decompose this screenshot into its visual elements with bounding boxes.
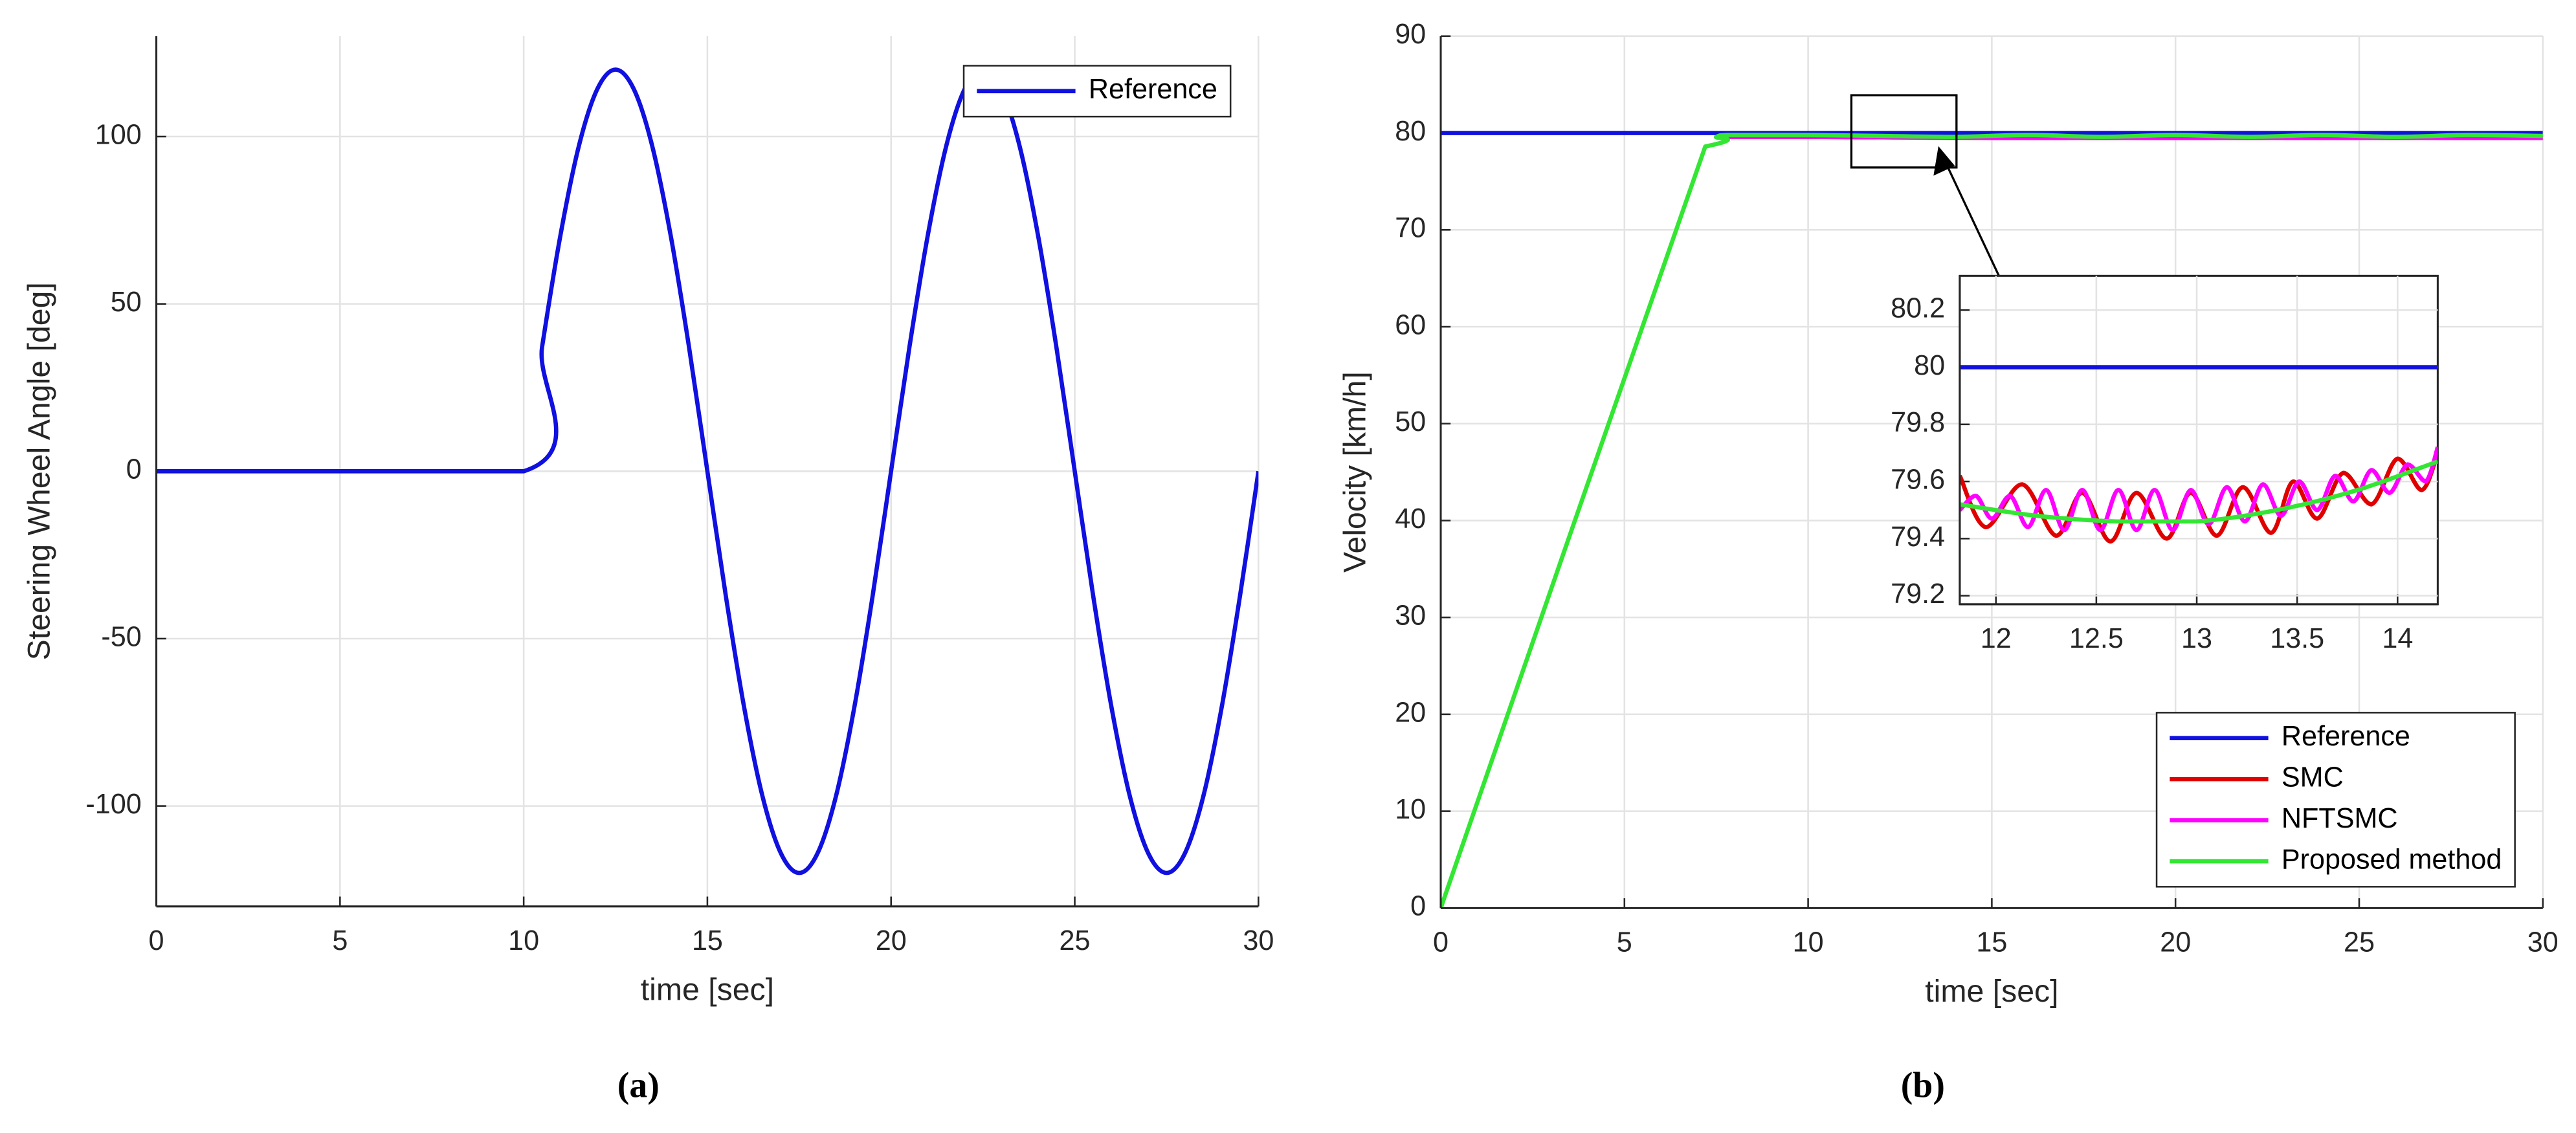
x-axis-label: time [sec] [1925, 974, 2058, 1009]
y-axis-label: Steering Wheel Angle [deg] [22, 282, 57, 660]
series-line [1959, 459, 2438, 524]
legend: Reference [962, 65, 1232, 118]
x-tick-label: 0 [1433, 927, 1449, 958]
x-tick-label: 13 [2181, 623, 2212, 654]
chart: 0 5 10 15 20 25 30 -100 -50 0 50 100 time [sec] Steer… [22, 36, 1274, 1105]
x-tick-label: 15 [692, 925, 723, 956]
series-line [1959, 452, 2438, 544]
y-tick-label: 60 [1395, 309, 1426, 340]
x-tick-label: 25 [1060, 925, 1091, 956]
zoom-box [1850, 94, 1958, 169]
x-tick-label: 30 [1243, 925, 1274, 956]
x-tick-label: 0 [149, 925, 164, 956]
y-tick-label: 0 [126, 454, 142, 485]
series-group [1959, 365, 2438, 544]
y-tick-label: 80 [1395, 116, 1426, 147]
x-tick-label: 10 [508, 925, 539, 956]
x-tick-label: 30 [2527, 927, 2559, 958]
x-tick-label: 20 [876, 925, 907, 956]
series-group [156, 67, 1259, 875]
series-line [156, 67, 1259, 875]
y-tick-label: 80 [1914, 350, 1945, 381]
y-tick-label: -100 [85, 789, 141, 820]
series-line [1959, 446, 2438, 533]
y-tick-label: 40 [1395, 503, 1426, 534]
y-tick-label: 79.8 [1891, 407, 1945, 438]
y-tick-label: 79.6 [1891, 464, 1945, 495]
x-tick-label: 5 [332, 925, 348, 956]
y-axis-label: Velocity [km/h] [1337, 371, 1372, 573]
y-tick-label: 30 [1395, 600, 1426, 632]
x-tick-label: 20 [2160, 927, 2191, 958]
y-tick-label: 80.2 [1891, 293, 1945, 324]
legend-label: NFTSMC [2282, 803, 2398, 834]
series-line [1441, 133, 2543, 908]
x-tick-label: 13.5 [2270, 623, 2324, 654]
caption: (b) [1901, 1065, 1945, 1105]
legend-label: SMC [2282, 762, 2344, 793]
legend-box [2155, 712, 2516, 888]
legend-label: Reference [2282, 721, 2410, 752]
plot-area [1959, 274, 2439, 606]
y-tick-label: 90 [1395, 19, 1426, 50]
x-tick-label: 5 [1617, 927, 1632, 958]
y-tick-label: 20 [1395, 697, 1426, 728]
x-tick-label: 12.5 [2069, 623, 2124, 654]
y-tick-label: 100 [95, 119, 142, 150]
y-tick-label: 79.4 [1891, 522, 1945, 553]
y-tick-label: 0 [1410, 891, 1426, 922]
y-tick-label: 10 [1395, 794, 1426, 825]
legend-label: Proposed method [2282, 844, 2502, 875]
x-tick-label: 12 [1981, 623, 2012, 654]
y-tick-label: 79.2 [1891, 578, 1945, 610]
y-tick-label: 70 [1395, 213, 1426, 244]
y-tick-label: 50 [1395, 406, 1426, 437]
x-axis-label: time [sec] [641, 972, 774, 1007]
caption: (a) [617, 1065, 660, 1105]
x-tick-label: 10 [1793, 927, 1824, 958]
series-group [1441, 131, 2543, 908]
legend: Reference SMC NFTSMC Proposed method [2155, 712, 2516, 888]
y-tick-label: -50 [101, 621, 141, 652]
y-tick-label: 50 [111, 287, 142, 318]
x-tick-label: 14 [2382, 623, 2413, 654]
x-tick-label: 15 [1976, 927, 2007, 958]
x-tick-label: 25 [2344, 927, 2375, 958]
chart: 12 12.5 13 13.5 14 79.2 79.4 79.6 79.8 80 80.2 [1891, 274, 2439, 654]
legend-label: Reference [1089, 74, 1217, 105]
